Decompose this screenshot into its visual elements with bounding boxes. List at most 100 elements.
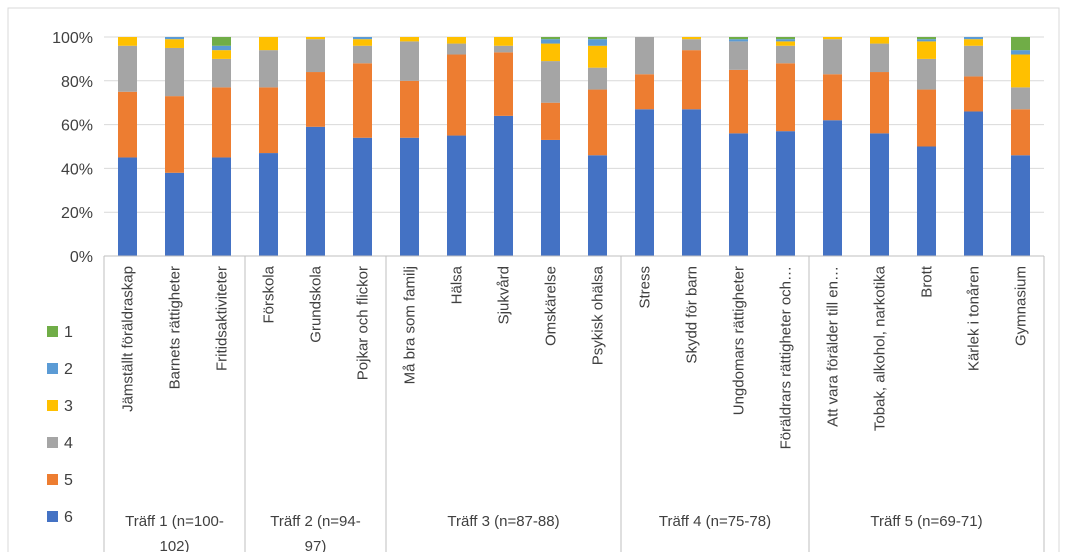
- bar-segment: [212, 87, 231, 158]
- x-tick-label: Jämställt föräldraskap: [120, 266, 137, 412]
- bar-segment: [541, 61, 560, 103]
- bar-segment: [1011, 54, 1030, 88]
- bar-segment: [964, 76, 983, 112]
- legend-label: 3: [64, 398, 73, 415]
- bar-segment: [776, 131, 795, 256]
- bar-segment: [447, 135, 466, 256]
- bar-segment: [729, 133, 748, 256]
- bar-segment: [400, 41, 419, 81]
- bar-segment: [917, 89, 936, 147]
- bar-segment: [964, 37, 983, 40]
- bar-segment: [400, 37, 419, 42]
- legend-label: 2: [64, 361, 73, 378]
- y-tick-label: 100%: [52, 30, 93, 47]
- bar-segment: [1011, 37, 1030, 51]
- legend-label: 6: [64, 509, 73, 526]
- bar-segment: [588, 155, 607, 256]
- bar-segment: [823, 39, 842, 75]
- bar-segment: [588, 39, 607, 46]
- x-tick-label: Att vara förälder till en…: [825, 266, 842, 427]
- bar-segment: [776, 45, 795, 64]
- bar-segment: [870, 37, 889, 44]
- bar-segment: [917, 37, 936, 40]
- bar-segment: [353, 37, 372, 40]
- bar-segment: [541, 43, 560, 62]
- bar-segment: [1011, 87, 1030, 110]
- y-tick-label: 80%: [61, 74, 93, 91]
- bar-segment: [823, 37, 842, 40]
- bar-segment: [588, 37, 607, 40]
- bar-segment: [212, 45, 231, 51]
- x-tick-label: Sjukvård: [496, 266, 513, 324]
- bar-segment: [165, 96, 184, 173]
- bar-segment: [917, 146, 936, 256]
- bar-segment: [917, 39, 936, 42]
- bar-segment: [917, 41, 936, 59]
- bar-segment: [964, 39, 983, 46]
- group-label: Träff 3 (n=87-88): [447, 513, 559, 530]
- bar-segment: [776, 41, 795, 46]
- bar-segment: [212, 157, 231, 256]
- x-axis: Jämställt föräldraskap Barnets rättighete…: [103, 255, 1045, 552]
- bar-segment: [165, 47, 184, 97]
- bar-segment: [353, 45, 372, 64]
- group-label: Träff 4 (n=75-78): [659, 513, 771, 530]
- x-tick-label: Omskärelse: [543, 266, 560, 346]
- group-label: Träff 5 (n=69-71): [870, 513, 982, 530]
- legend-swatch: [47, 474, 58, 485]
- bar-segment: [212, 37, 231, 46]
- x-tick-label: Psykisk ohälsa: [590, 265, 607, 365]
- x-tick-label: Må bra som familj: [402, 266, 419, 384]
- y-tick-label: 60%: [61, 118, 93, 135]
- bar-segment: [494, 45, 513, 53]
- x-tick-label: Skydd för barn: [684, 266, 701, 364]
- bar-segment: [917, 58, 936, 90]
- x-tick-label: Föräldrars rättigheter och…: [778, 266, 795, 449]
- legend-swatch: [47, 400, 58, 411]
- bar-segment: [964, 111, 983, 257]
- bar-segment: [588, 89, 607, 156]
- bar-segment: [682, 50, 701, 110]
- bar-segment: [729, 39, 748, 42]
- bar-segment: [823, 120, 842, 256]
- bar-segment: [682, 37, 701, 40]
- bar-segment: [682, 39, 701, 51]
- bar-segment: [447, 37, 466, 44]
- bar-segment: [353, 137, 372, 256]
- x-tick-label: Brott: [919, 265, 936, 298]
- bar-segment: [588, 67, 607, 90]
- bar-segment: [306, 126, 325, 256]
- x-tick-label: Ungdomars rättigheter: [731, 266, 748, 415]
- legend-swatch: [47, 437, 58, 448]
- bar-segment: [165, 39, 184, 48]
- y-tick-label: 20%: [61, 205, 93, 222]
- bar-segment: [212, 58, 231, 88]
- bar-segment: [1011, 50, 1030, 55]
- bar-segment: [353, 63, 372, 138]
- bar-segment: [635, 109, 654, 257]
- bar-segment: [494, 52, 513, 116]
- bar-segment: [729, 41, 748, 70]
- bar-segment: [776, 63, 795, 132]
- bar-segment: [259, 153, 278, 256]
- bar-segment: [118, 91, 137, 158]
- x-tick-label: Barnets rättigheter: [167, 266, 184, 389]
- bar-segment: [541, 39, 560, 44]
- bars: [118, 37, 1030, 257]
- bar-segment: [306, 37, 325, 40]
- bar-segment: [776, 37, 795, 40]
- bar-segment: [447, 54, 466, 136]
- x-tick-label: Hälsa: [449, 265, 466, 304]
- bar-segment: [259, 87, 278, 154]
- bar-segment: [259, 37, 278, 51]
- x-tick-label: Gymnasium: [1013, 266, 1030, 346]
- bar-segment: [541, 139, 560, 256]
- y-tick-label: 40%: [61, 161, 93, 178]
- bar-segment: [494, 37, 513, 46]
- group-label: Träff 2 (n=94-97): [270, 513, 360, 552]
- bar-segment: [447, 43, 466, 55]
- x-tick-label: Stress: [637, 266, 654, 309]
- bar-segment: [353, 39, 372, 46]
- y-axis: 0% 20% 40% 60% 80% 100%: [52, 30, 93, 266]
